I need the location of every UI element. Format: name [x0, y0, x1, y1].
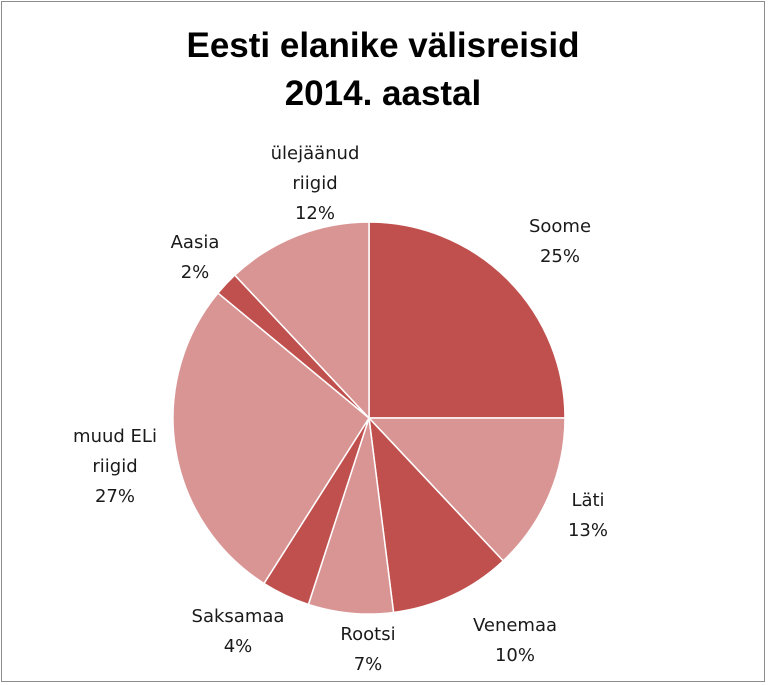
label-saksamaa-percent: 4% [223, 636, 253, 657]
label-ulejaanud-name-2: riigid [292, 173, 338, 194]
label-lati-name: Läti [571, 490, 605, 511]
label-rootsi: Rootsi 7% [318, 620, 418, 680]
label-ulejaanud-name-1: ülejäänud [270, 143, 360, 164]
pie-slice-läti [367, 417, 566, 562]
label-rootsi-percent: 7% [353, 654, 383, 675]
label-aasia: Aasia 2% [150, 228, 240, 288]
chart-title-line-2: 2014. aastal [284, 74, 482, 113]
label-soome: Soome 25% [505, 212, 615, 272]
label-venemaa-name: Venemaa [472, 615, 558, 636]
label-lati-percent: 13% [567, 520, 608, 541]
label-venemaa-percent: 10% [494, 645, 535, 666]
label-muud-eli-name-2: riigid [92, 456, 138, 477]
label-aasia-name: Aasia [170, 232, 220, 253]
label-venemaa: Venemaa 10% [460, 611, 570, 671]
pie-slice-muud-eli-riigid [172, 292, 370, 585]
label-soome-percent: 25% [539, 246, 580, 267]
label-rootsi-name: Rootsi [340, 624, 396, 645]
pie-slice-venemaa [367, 415, 505, 614]
label-saksamaa: Saksamaa 4% [178, 602, 298, 662]
pie-slice-ülejäänud-riigid [233, 221, 370, 420]
label-ulejaanud-riigid: ülejäänud riigid 12% [250, 139, 380, 229]
label-muud-eli-riigid: muud ELi riigid 27% [50, 422, 180, 512]
label-soome-name: Soome [528, 216, 592, 237]
label-ulejaanud-percent: 12% [294, 203, 335, 224]
label-muud-eli-percent: 27% [94, 486, 135, 507]
pie-slice-soome [368, 221, 566, 419]
chart-title: Eesti elanike välisreisid 2014. aastal [0, 22, 766, 118]
label-muud-eli-name-1: muud ELi [73, 426, 157, 447]
label-lati: Läti 13% [548, 486, 628, 546]
label-saksamaa-name: Saksamaa [191, 606, 285, 627]
label-aasia-percent: 2% [180, 262, 210, 283]
chart-title-line-1: Eesti elanike välisreisid [186, 26, 580, 65]
